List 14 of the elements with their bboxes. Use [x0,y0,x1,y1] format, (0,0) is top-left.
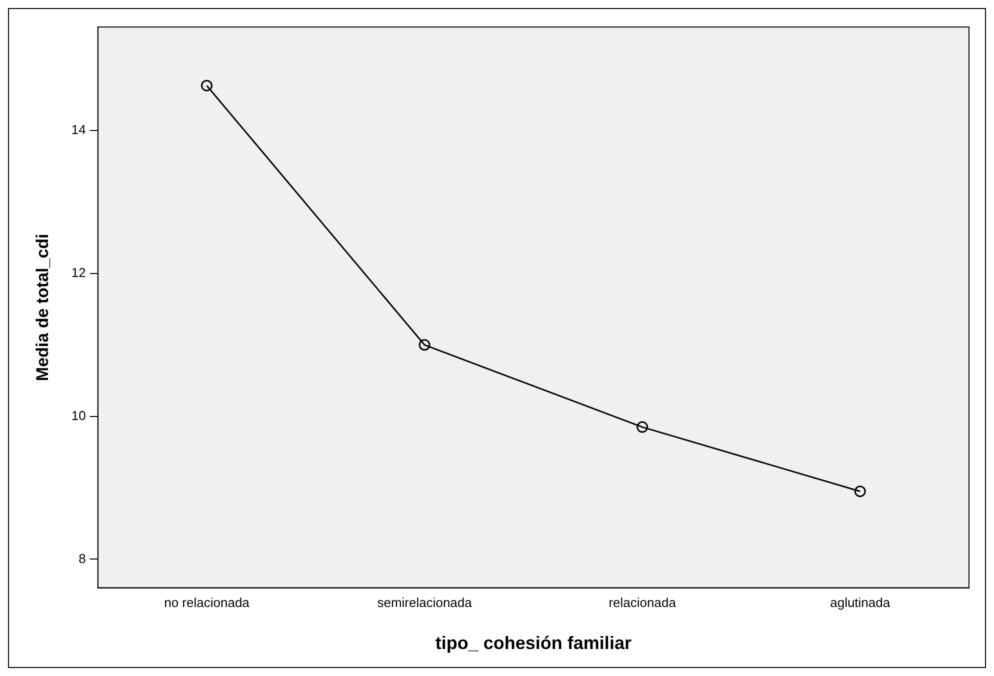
x-tick-label: relacionada [608,595,677,610]
y-axis-title: Media de total_cdi [32,234,52,382]
point [636,421,648,433]
y-tick-label: 14 [71,122,86,138]
point [854,486,866,498]
x-axis-title: tipo_ cohesión familiar [435,633,632,654]
y-tick-label: 10 [71,408,86,423]
x-tick-label: no relacionada [164,595,250,610]
x-tick-label: aglutinada [830,595,891,610]
x-tick-label: semirelacionada [377,595,473,610]
point [418,339,430,351]
y-tick-label: 12 [71,265,86,280]
point [201,80,213,92]
y-tick-label: 8 [78,550,86,566]
